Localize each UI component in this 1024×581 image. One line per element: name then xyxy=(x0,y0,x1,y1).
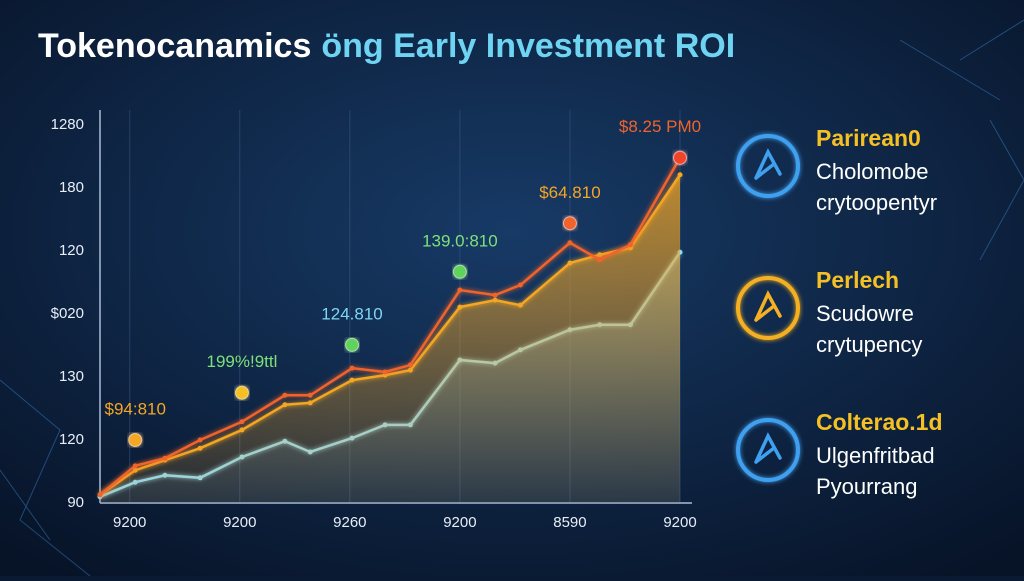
x-tick-label: 9200 xyxy=(663,514,696,531)
point xyxy=(349,365,355,371)
point xyxy=(567,260,573,266)
point xyxy=(282,402,288,408)
point xyxy=(407,367,413,373)
x-tick-label: 8590 xyxy=(553,514,586,531)
x-tick-label: 9260 xyxy=(333,514,366,531)
point xyxy=(162,455,168,461)
point xyxy=(567,240,573,246)
point xyxy=(407,362,413,368)
chart-title: Tokenocanamics öng Early Investment ROI xyxy=(38,27,735,65)
annotation: $8.25 PM0 xyxy=(619,117,701,136)
title-part: Tokenocanamics xyxy=(38,27,311,65)
point xyxy=(239,419,245,425)
x-tick-label: 9200 xyxy=(443,514,476,531)
annotation: 124.810 xyxy=(321,304,382,323)
panel-title: Colterao.1d xyxy=(816,409,943,435)
title-part: öng Early Investment ROI xyxy=(321,27,735,65)
y-tick-label: 130 xyxy=(59,368,84,385)
annotation-dot xyxy=(128,433,143,447)
network-decoration xyxy=(0,19,1024,577)
y-tick-label: 180 xyxy=(59,179,84,196)
annotation-dot xyxy=(452,264,467,279)
y-tick-label: 1280 xyxy=(51,116,84,133)
annotation: $64.810 xyxy=(539,183,600,202)
panel-title: Perlech xyxy=(816,267,899,293)
panel-icon-glyph xyxy=(754,290,782,322)
panel-icon xyxy=(736,418,800,482)
y-tick-label: $020 xyxy=(51,305,84,322)
panel-text: Ulgenfritbad xyxy=(816,443,935,468)
panel-icon-glyph xyxy=(754,148,782,180)
panel-icon xyxy=(736,276,800,340)
x-tick-label: 9200 xyxy=(113,514,146,531)
point xyxy=(492,292,498,298)
point xyxy=(282,392,288,398)
panel-text: Cholomobe xyxy=(816,159,929,184)
area xyxy=(100,174,680,503)
point xyxy=(307,392,313,398)
point xyxy=(382,369,388,375)
point xyxy=(349,377,355,383)
point xyxy=(677,172,683,178)
point xyxy=(597,252,603,258)
point xyxy=(307,400,313,406)
point xyxy=(132,463,138,469)
y-tick-label: 90 xyxy=(67,494,84,511)
point xyxy=(132,467,138,473)
annotation-dot xyxy=(673,150,687,165)
point xyxy=(517,282,523,288)
point xyxy=(517,302,523,308)
annotation: 199%!9ttl xyxy=(207,352,278,371)
panel-text: crytoopentyr xyxy=(816,190,937,215)
panel-text: Scudowre xyxy=(816,301,914,326)
point xyxy=(97,492,103,498)
panel-icon-glyph xyxy=(754,432,782,464)
annotation-dot xyxy=(562,216,577,231)
point xyxy=(492,297,498,303)
panel-text: crytupency xyxy=(816,332,922,357)
point xyxy=(457,287,463,293)
annotation: 139.0:810 xyxy=(422,231,498,250)
point xyxy=(197,437,203,443)
point xyxy=(239,427,245,433)
point xyxy=(197,445,203,451)
annotation: $94:810 xyxy=(104,399,165,418)
x-tick-label: 9200 xyxy=(223,514,256,531)
panel-icon xyxy=(736,134,800,198)
y-tick-label: 120 xyxy=(59,431,84,448)
point xyxy=(597,257,603,263)
point xyxy=(627,242,633,248)
panel-title: Parirean0 xyxy=(816,125,921,151)
y-tick-label: 120 xyxy=(59,242,84,259)
panel-text: Pyourrang xyxy=(816,474,918,499)
annotation-dot xyxy=(234,385,249,400)
annotation-dot xyxy=(345,337,360,352)
point xyxy=(457,304,463,310)
